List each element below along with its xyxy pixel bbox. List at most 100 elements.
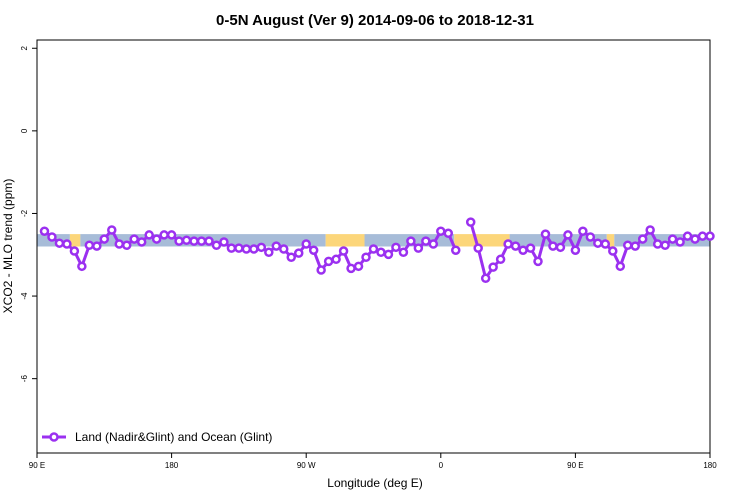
data-point: [77, 261, 87, 272]
data-point: [69, 246, 80, 256]
data-point: [62, 239, 72, 249]
data-point: [652, 239, 663, 249]
y-tick-label: 0: [20, 128, 29, 133]
data-point: [421, 236, 431, 246]
data-point: [428, 239, 439, 249]
x-tick-label: 90 E: [29, 461, 45, 470]
y-tick-label: -6: [20, 375, 29, 383]
data-point: [279, 244, 289, 254]
data-point: [256, 242, 267, 253]
data-point: [660, 240, 670, 251]
x-tick-label: 0: [439, 461, 444, 470]
data-point: [47, 232, 57, 242]
data-point: [510, 241, 521, 251]
data-point: [540, 229, 551, 239]
data-point: [353, 261, 364, 272]
data-point: [144, 230, 154, 240]
surface-band: [606, 234, 615, 247]
data-point: [39, 226, 50, 236]
data-point: [301, 239, 311, 249]
plot-frame: [36, 39, 711, 454]
data-point: [174, 236, 184, 246]
data-point: [204, 236, 214, 246]
data-point: [92, 241, 102, 251]
data-point: [316, 265, 326, 275]
data-point: [548, 241, 558, 251]
data-point: [406, 236, 416, 246]
data-point: [451, 245, 461, 255]
surface-band: [509, 234, 607, 247]
data-point: [518, 245, 528, 255]
data-point: [697, 231, 708, 241]
data-point: [473, 243, 483, 253]
data-point: [488, 262, 498, 272]
data-point: [107, 225, 117, 235]
data-point: [443, 228, 454, 239]
data-point: [196, 236, 207, 246]
x-tick-label: 90 W: [297, 461, 316, 470]
data-point: [136, 237, 147, 247]
data-point: [525, 243, 536, 253]
data-point: [570, 245, 581, 255]
data-point: [480, 273, 491, 284]
data-point: [121, 240, 132, 251]
data-point: [682, 231, 693, 241]
data-point: [503, 239, 513, 249]
data-point: [323, 256, 334, 267]
y-tick-label: -2: [20, 209, 29, 217]
data-point: [234, 243, 244, 253]
surface-band: [69, 234, 81, 247]
data-point: [166, 230, 177, 240]
data-point: [264, 247, 274, 258]
data-point: [181, 235, 192, 246]
data-point: [563, 230, 573, 240]
surface-band: [325, 234, 365, 247]
data-point: [189, 236, 199, 246]
data-point: [383, 249, 394, 260]
chart-title: 0-5N August (Ver 9) 2014-09-06 to 2018-1…: [216, 12, 534, 29]
legend-marker: [49, 432, 59, 442]
data-point: [391, 242, 401, 253]
data-point: [368, 244, 379, 254]
data-point: [293, 248, 304, 258]
x-axis-title: Longitude (deg E): [327, 476, 422, 490]
data-point: [465, 217, 476, 227]
data-point: [331, 254, 341, 265]
data-point: [361, 252, 371, 262]
legend-label: Land (Nadir&Glint) and Ocean (Glint): [75, 430, 272, 444]
data-point: [129, 234, 139, 244]
data-point: [675, 237, 685, 247]
data-point: [99, 234, 110, 244]
data-point: [622, 240, 633, 251]
data-point: [241, 244, 252, 254]
data-point: [338, 246, 349, 256]
data-point: [398, 247, 409, 258]
data-point: [226, 243, 237, 253]
data-point: [585, 232, 596, 242]
data-point: [690, 234, 700, 244]
data-point: [578, 226, 588, 236]
data-point: [286, 252, 296, 262]
data-point: [495, 254, 506, 265]
data-point: [114, 239, 125, 249]
y-tick-label: 2: [20, 45, 29, 50]
data-point: [615, 261, 626, 272]
data-point: [159, 230, 169, 240]
data-point: [308, 245, 319, 255]
data-point: [219, 237, 229, 247]
x-tick-label: 180: [165, 461, 179, 470]
data-point: [376, 247, 386, 258]
y-tick-label: -4: [20, 292, 29, 300]
data-point: [533, 256, 543, 267]
data-point: [436, 226, 446, 236]
y-axis-title: XCO2 - MLO trend (ppm): [1, 179, 15, 314]
data-point: [413, 243, 424, 253]
surface-band: [454, 234, 510, 247]
data-point: [630, 241, 640, 251]
data-point: [271, 241, 282, 251]
data-point: [211, 240, 222, 251]
data-point: [608, 246, 618, 256]
data-point: [667, 234, 678, 244]
data-point: [346, 263, 356, 274]
